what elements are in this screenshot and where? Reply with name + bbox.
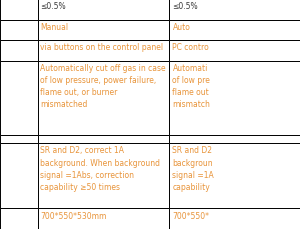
Bar (0, 20, 38, 41)
Bar (38, 61, 169, 135)
Bar (169, 143, 300, 209)
Text: ≤0.5%: ≤0.5% (40, 2, 66, 11)
Bar (0, 135, 38, 143)
Text: ≤0.5%: ≤0.5% (172, 2, 198, 11)
Bar (38, 143, 169, 209)
Bar (169, 41, 300, 61)
Bar (38, 135, 169, 143)
Text: Automatically cut off gas in case
of low pressure, power failure,
flame out, or : Automatically cut off gas in case of low… (40, 64, 166, 109)
Bar (169, 61, 300, 135)
Text: via buttons on the control panel: via buttons on the control panel (40, 43, 164, 52)
Bar (0, 61, 38, 135)
Bar (0, 0, 38, 20)
Text: SR and D2
backgroun
signal =1A
capability: SR and D2 backgroun signal =1A capabilit… (172, 146, 214, 191)
Text: SR and D2, correct 1A
background. When background
signal =1Abs, correction
capab: SR and D2, correct 1A background. When b… (40, 146, 160, 191)
Bar (0, 143, 38, 209)
Bar (0, 41, 38, 61)
Bar (169, 135, 300, 143)
Bar (38, 0, 169, 20)
Bar (38, 41, 169, 61)
Bar (169, 0, 300, 20)
Bar (0, 209, 38, 229)
Text: 700*550*: 700*550* (172, 211, 209, 220)
Bar (38, 209, 169, 229)
Bar (38, 20, 169, 41)
Text: PC contro: PC contro (172, 43, 209, 52)
Text: Auto: Auto (172, 23, 190, 32)
Text: Manual: Manual (40, 23, 69, 32)
Bar (169, 20, 300, 41)
Text: Automati
of low pre
flame out
mismatch: Automati of low pre flame out mismatch (172, 64, 210, 109)
Text: 700*550*530mm: 700*550*530mm (40, 211, 107, 220)
Bar (169, 209, 300, 229)
